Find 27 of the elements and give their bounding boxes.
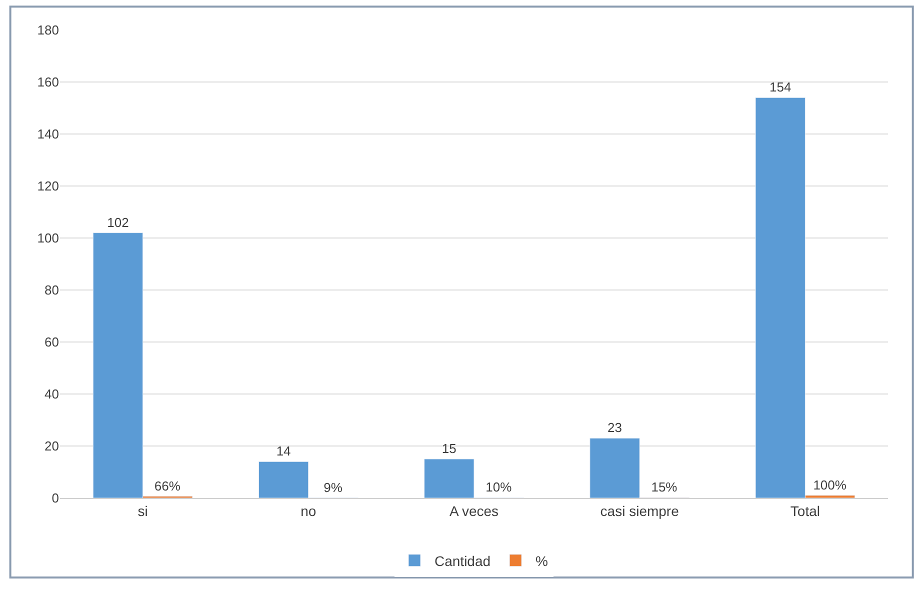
data-label: 23 xyxy=(608,420,622,436)
x-tick-label: si xyxy=(138,502,148,519)
data-label: 14 xyxy=(276,444,291,459)
y-tick-label: 120 xyxy=(37,178,59,194)
data-label: 102 xyxy=(107,214,129,230)
y-tick-label: 80 xyxy=(44,282,59,298)
data-label: 9% xyxy=(324,480,343,495)
legend-label: Cantidad xyxy=(434,552,491,569)
y-tick-label: 60 xyxy=(44,334,59,350)
y-tick-label: 40 xyxy=(44,386,59,402)
data-label: 154 xyxy=(770,80,792,95)
data-label: 10% xyxy=(486,480,512,495)
y-tick-label: 100 xyxy=(37,230,59,246)
x-tick-label: casi siempre xyxy=(600,502,680,519)
y-tick-label: 0 xyxy=(52,490,59,506)
x-tick-label: no xyxy=(300,502,316,519)
x-tick-label: A veces xyxy=(449,502,499,519)
y-tick-label: 140 xyxy=(37,126,59,142)
data-label: 66% xyxy=(154,478,181,494)
y-tick-label: 180 xyxy=(37,22,59,38)
y-tick-label: 160 xyxy=(37,74,59,90)
data-label: 100% xyxy=(813,477,847,492)
data-label: 15% xyxy=(651,480,678,495)
y-tick-label: 20 xyxy=(44,438,59,454)
x-tick-label: Total xyxy=(790,502,820,519)
data-label: 15 xyxy=(442,441,456,456)
legend-label: % xyxy=(536,552,548,569)
